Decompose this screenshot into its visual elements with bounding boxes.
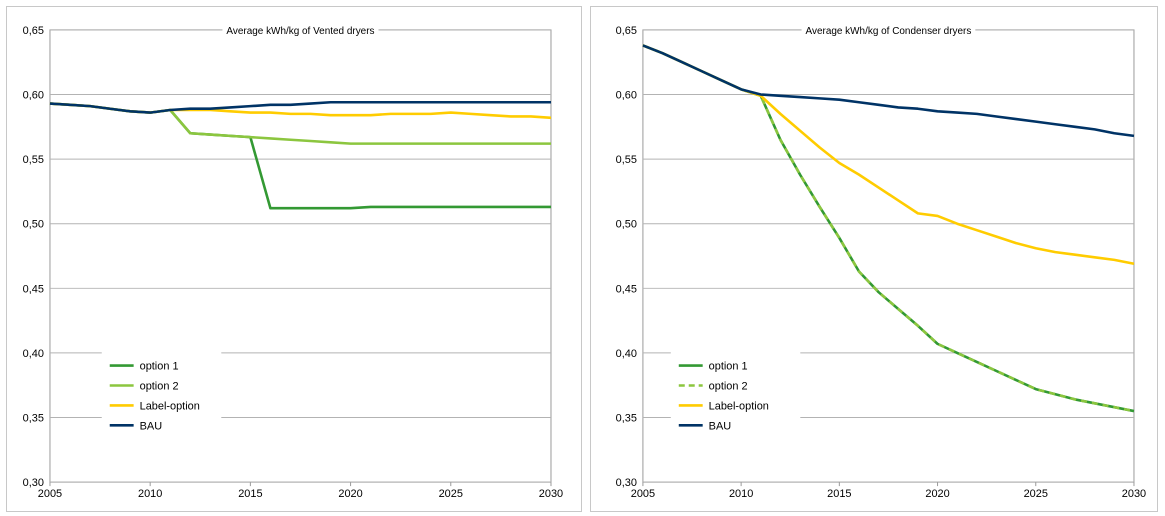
legend-label: option 2: [709, 380, 748, 392]
y-tick-label: 0,60: [23, 89, 44, 101]
legend-label: option 1: [140, 361, 179, 373]
x-tick-label: 2025: [439, 488, 463, 500]
x-tick-label: 2020: [925, 488, 949, 500]
chart-title-background: [801, 21, 976, 38]
y-tick-label: 0,65: [616, 25, 637, 37]
x-tick-label: 2010: [729, 488, 753, 500]
series-line-bau: [49, 100, 551, 114]
vented-dryers-chart: 0,30 0,35 0,40 0,45 0,50 0,55 0,60 0,65 2005 2010…: [23, 21, 563, 500]
y-tick-label: 0,40: [23, 348, 44, 360]
y-tick-label: 0,55: [23, 154, 44, 166]
y-tick-label: 0,50: [616, 219, 637, 231]
y-tick-label: 0,30: [616, 477, 637, 489]
x-tick-label: 2010: [138, 488, 162, 500]
y-tick-label: 0,45: [23, 283, 44, 295]
x-tick-label: 2030: [1122, 488, 1146, 500]
y-tick-label: 0,35: [616, 412, 637, 424]
x-tick-label: 2005: [38, 488, 62, 500]
chart-title: Average kWh/kg of Vented dryers: [226, 26, 374, 37]
x-tick-label: 2020: [338, 488, 362, 500]
x-tick-label: 2025: [1024, 488, 1048, 500]
y-tick-label: 0,35: [23, 412, 44, 424]
vented-dryers-chart-panel: 0,30 0,35 0,40 0,45 0,50 0,55 0,60 0,65 2005 2010…: [6, 6, 582, 512]
y-tick-label: 0,65: [23, 25, 44, 37]
legend-label: option 2: [140, 380, 179, 392]
chart-title-background: [222, 21, 379, 38]
y-tick-label: 0,45: [616, 283, 637, 295]
y-tick-label: 0,50: [23, 219, 44, 231]
condenser-dryers-chart-panel: 0,30 0,35 0,40 0,45 0,50 0,55 0,60 0,65 2005 2010…: [590, 6, 1158, 512]
y-tick-label: 0,40: [616, 348, 637, 360]
legend-label: BAU: [709, 420, 732, 432]
legend-label: option 1: [709, 361, 748, 373]
x-tick-label: 2015: [238, 488, 262, 500]
chart-title: Average kWh/kg of Condenser dryers: [806, 26, 972, 37]
x-tick-label: 2005: [631, 488, 655, 500]
condenser-dryers-chart: 0,30 0,35 0,40 0,45 0,50 0,55 0,60 0,65 2005 2010…: [616, 21, 1146, 500]
series-line-bau: [642, 44, 1135, 138]
y-tick-label: 0,30: [23, 477, 44, 489]
x-tick-label: 2030: [539, 488, 563, 500]
y-tick-label: 0,55: [616, 154, 637, 166]
y-tick-label: 0,60: [616, 89, 637, 101]
legend-label: Label-option: [709, 400, 769, 412]
x-tick-label: 2015: [827, 488, 851, 500]
legend-label: Label-option: [140, 400, 200, 412]
legend-label: BAU: [140, 420, 163, 432]
